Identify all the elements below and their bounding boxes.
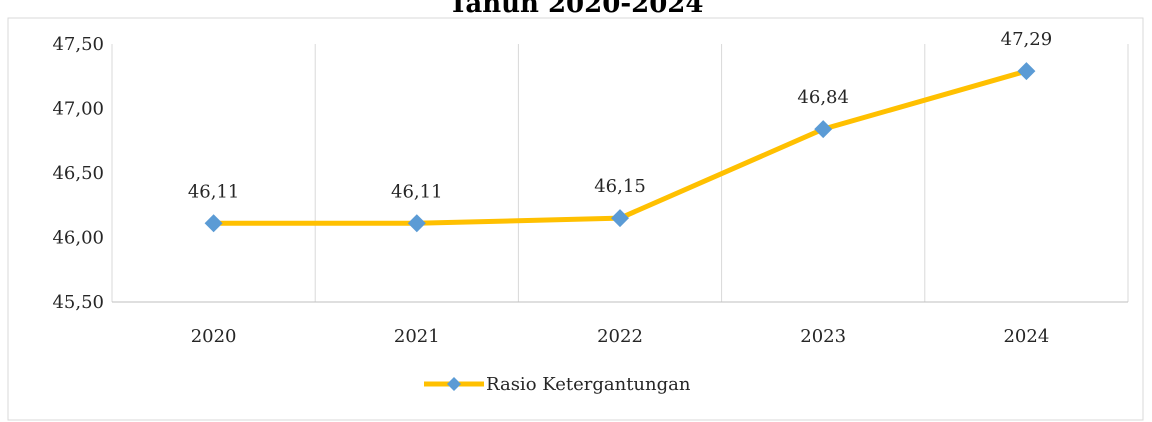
data-point: [814, 120, 833, 139]
data-label: 46,11: [188, 181, 240, 202]
data-point: [611, 209, 629, 228]
x-tick-label: 2020: [191, 326, 237, 347]
legend-label: Rasio Ketergantungan: [486, 374, 691, 395]
x-tick-label: 2021: [394, 326, 440, 347]
x-tick-label: 2023: [800, 326, 846, 347]
data-label: 46,15: [594, 176, 646, 197]
data-point: [407, 214, 426, 233]
x-tick-label: 2022: [597, 326, 643, 347]
data-label: 46,84: [797, 87, 849, 108]
y-tick-label: 47,00: [52, 99, 104, 120]
data-point: [1017, 62, 1036, 81]
y-tick-label: 47,50: [52, 34, 104, 55]
y-tick-label: 45,50: [52, 292, 104, 313]
x-tick-label: 2024: [1003, 326, 1049, 347]
y-tick-label: 46,50: [52, 163, 104, 184]
data-label: 46,11: [391, 181, 443, 202]
data-point: [204, 214, 223, 233]
y-tick-label: 46,00: [52, 228, 104, 249]
chart-title: Tahun 2020-2024: [449, 0, 704, 19]
data-label: 47,29: [1001, 29, 1053, 50]
legend-marker: [447, 377, 461, 391]
